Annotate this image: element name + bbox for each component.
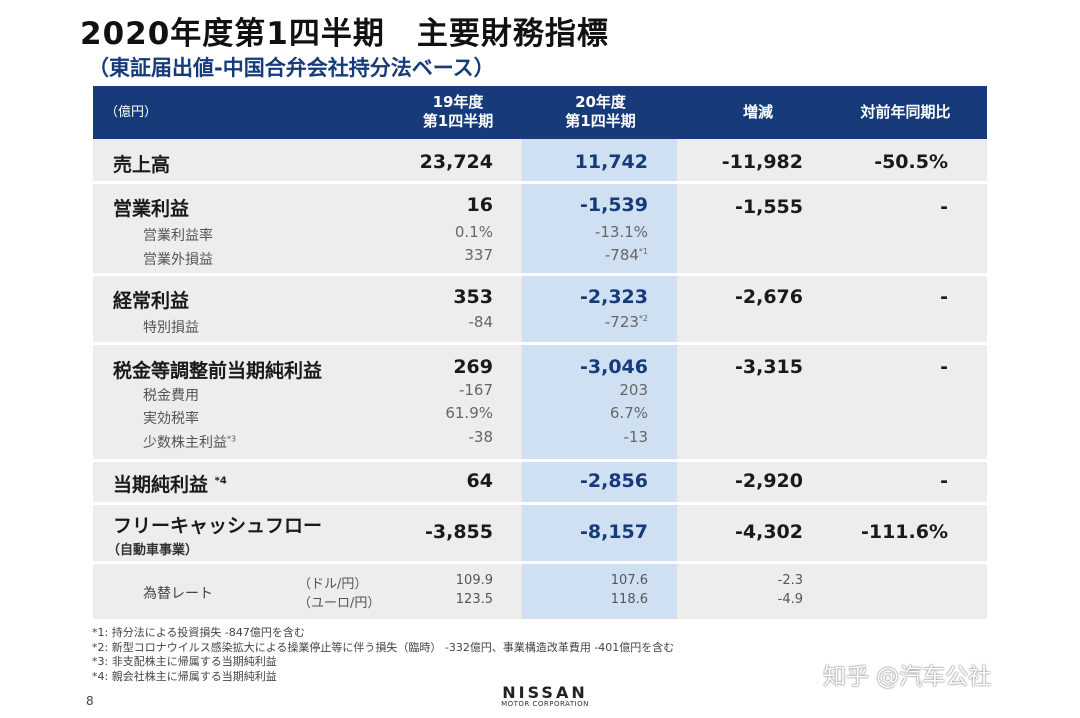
row-separator	[93, 181, 987, 184]
footnote: *4: 親会社株主に帰属する当期純利益	[92, 669, 277, 683]
page-title: 2020年度第1四半期 主要財務指標	[80, 16, 609, 52]
row-separator	[93, 273, 987, 276]
financial-table: （億円） 19年度 第1四半期 20年度 第1四半期 増減 対前年同期比 売上高…	[93, 86, 987, 619]
header-change: 増減	[742, 103, 773, 121]
watermark: 知乎 @汽车公社	[823, 664, 992, 690]
header-fy19: 19年度 第1四半期	[422, 93, 494, 130]
row-separator	[93, 502, 987, 505]
page-number: 8	[86, 694, 94, 708]
footnotes: *1: 持分法による投資損失 -847億円を含む *2: 新型コロナウイルス感染…	[92, 626, 674, 684]
footnote: *2: 新型コロナウイルス感染拡大による操業停止等に伴う損失（臨時） -332億…	[92, 640, 675, 654]
row-separator	[93, 342, 987, 345]
footnote: *1: 持分法による投資損失 -847億円を含む	[92, 626, 305, 639]
table-header: （億円） 19年度 第1四半期 20年度 第1四半期 増減 対前年同期比	[93, 86, 987, 139]
header-yoy: 対前年同期比	[860, 103, 951, 121]
row-separator	[93, 561, 987, 564]
header-unit: （億円）	[105, 105, 158, 120]
header-fy20: 20年度 第1四半期	[565, 93, 636, 130]
page-subtitle: （東証届出値-中国合弁会社持分法ベース）	[88, 56, 495, 80]
nissan-logo: NISSAN MOTOR CORPORATION	[501, 683, 589, 708]
highlight-column-fy20	[522, 86, 677, 619]
footnote: *3: 非支配株主に帰属する当期純利益	[92, 655, 277, 668]
row-separator	[93, 459, 987, 462]
